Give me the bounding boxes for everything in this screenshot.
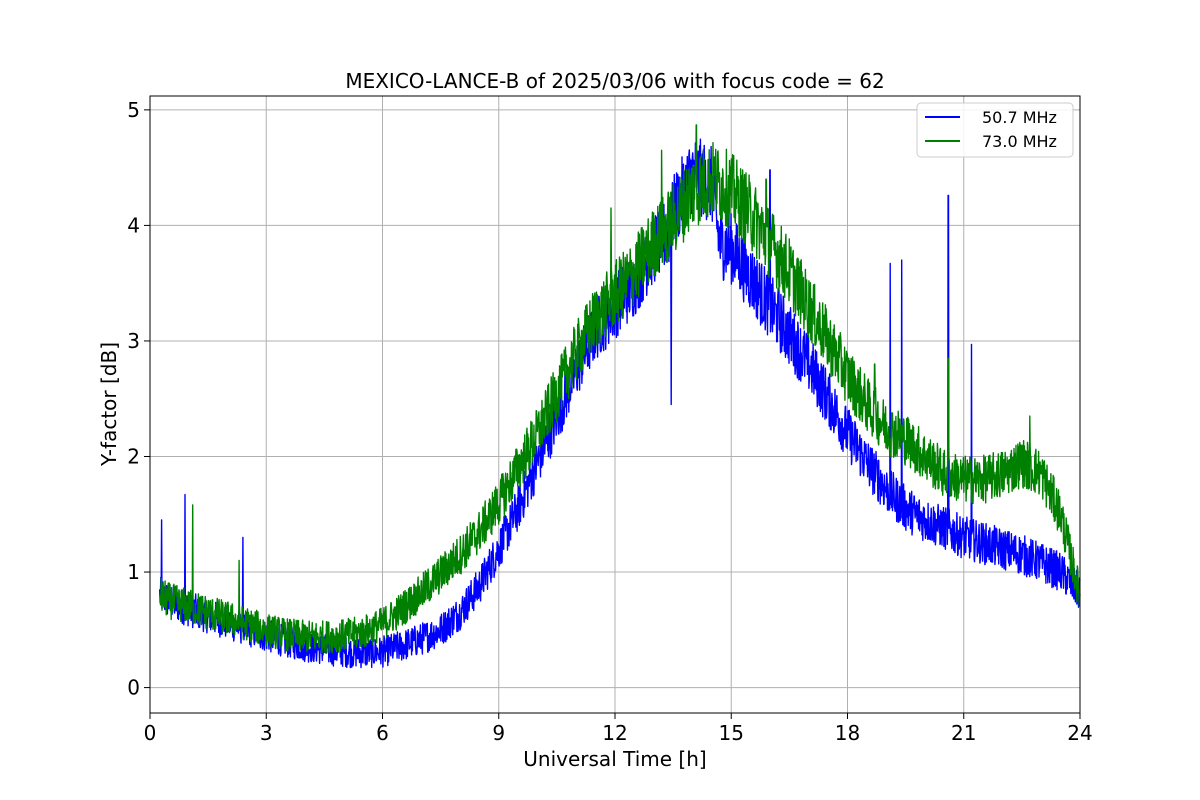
y-tick-label: 1 <box>127 560 140 584</box>
y-tick-label: 3 <box>127 329 140 353</box>
legend: 50.7 MHz 73.0 MHz <box>916 102 1074 158</box>
y-tick-label: 5 <box>127 98 140 122</box>
y-axis-label: Y-factor [dB] <box>97 342 121 467</box>
x-tick-label: 3 <box>260 721 273 745</box>
x-tick-label: 18 <box>835 721 860 745</box>
x-tick-label: 21 <box>951 721 976 745</box>
x-tick-label: 24 <box>1067 721 1092 745</box>
chart-title: MEXICO-LANCE-B of 2025/03/06 with focus … <box>345 69 884 93</box>
x-tick-label: 12 <box>602 721 627 745</box>
x-tick-label: 9 <box>492 721 505 745</box>
series-line-1 <box>159 124 1081 654</box>
legend-label-50-7: 50.7 MHz <box>982 108 1057 127</box>
legend-label-73-0: 73.0 MHz <box>982 132 1057 151</box>
x-tick-label: 6 <box>376 721 389 745</box>
series-line-0 <box>159 138 1081 669</box>
x-tick-label: 0 <box>144 721 157 745</box>
y-tick-label: 0 <box>127 676 140 700</box>
x-tick-label: 15 <box>719 721 744 745</box>
y-tick-label: 4 <box>127 213 140 237</box>
series-layer <box>159 124 1081 669</box>
y-tick-label: 2 <box>127 444 140 468</box>
x-axis-label: Universal Time [h] <box>523 747 706 771</box>
